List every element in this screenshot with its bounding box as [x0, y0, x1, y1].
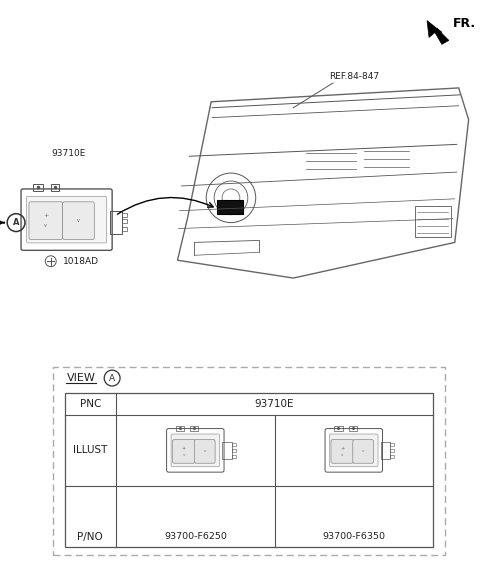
Text: A: A: [109, 374, 115, 383]
FancyBboxPatch shape: [353, 440, 373, 463]
Bar: [176, 425, 184, 431]
FancyArrowPatch shape: [118, 198, 213, 214]
Bar: [122, 219, 127, 223]
FancyBboxPatch shape: [29, 202, 62, 240]
FancyBboxPatch shape: [331, 440, 354, 463]
Bar: [232, 449, 236, 452]
Text: 1018AD: 1018AD: [62, 257, 98, 266]
Bar: [110, 211, 122, 235]
FancyBboxPatch shape: [171, 434, 219, 467]
Polygon shape: [427, 20, 449, 44]
Text: FR.: FR.: [453, 16, 476, 30]
Text: v: v: [44, 223, 47, 228]
Bar: [232, 443, 236, 446]
Text: v: v: [362, 449, 364, 453]
Bar: [381, 442, 390, 460]
Text: v: v: [77, 218, 80, 223]
FancyBboxPatch shape: [194, 440, 215, 463]
Bar: [390, 443, 395, 446]
Bar: [232, 455, 236, 458]
Bar: [122, 212, 127, 216]
Bar: [53, 367, 445, 556]
Bar: [51, 184, 59, 191]
Bar: [222, 442, 232, 460]
Text: 93700-F6250: 93700-F6250: [164, 532, 227, 541]
Bar: [349, 425, 357, 431]
Bar: [191, 425, 198, 431]
Text: 93710E: 93710E: [51, 149, 86, 158]
Bar: [390, 455, 395, 458]
Text: v: v: [183, 453, 185, 457]
Text: +: +: [340, 446, 345, 451]
Text: VIEW: VIEW: [67, 373, 96, 383]
Bar: [122, 227, 127, 231]
FancyBboxPatch shape: [172, 440, 195, 463]
Bar: [33, 184, 43, 191]
Text: REF.84-847: REF.84-847: [329, 72, 379, 81]
FancyBboxPatch shape: [26, 197, 107, 243]
Text: ILLUST: ILLUST: [73, 445, 108, 456]
Bar: [390, 449, 395, 452]
FancyBboxPatch shape: [62, 202, 94, 240]
Text: v: v: [204, 449, 206, 453]
Text: v: v: [341, 453, 344, 457]
FancyBboxPatch shape: [329, 434, 378, 467]
Text: 93700-F6350: 93700-F6350: [322, 532, 385, 541]
Text: +: +: [43, 213, 48, 218]
Bar: [415, 206, 451, 237]
Bar: [217, 200, 243, 214]
Text: A: A: [13, 218, 19, 227]
Bar: [334, 425, 343, 431]
Bar: [65, 393, 433, 548]
Text: P/NO: P/NO: [77, 532, 103, 541]
Text: 93710E: 93710E: [255, 399, 294, 409]
Text: PNC: PNC: [80, 399, 101, 409]
Text: +: +: [182, 446, 186, 451]
